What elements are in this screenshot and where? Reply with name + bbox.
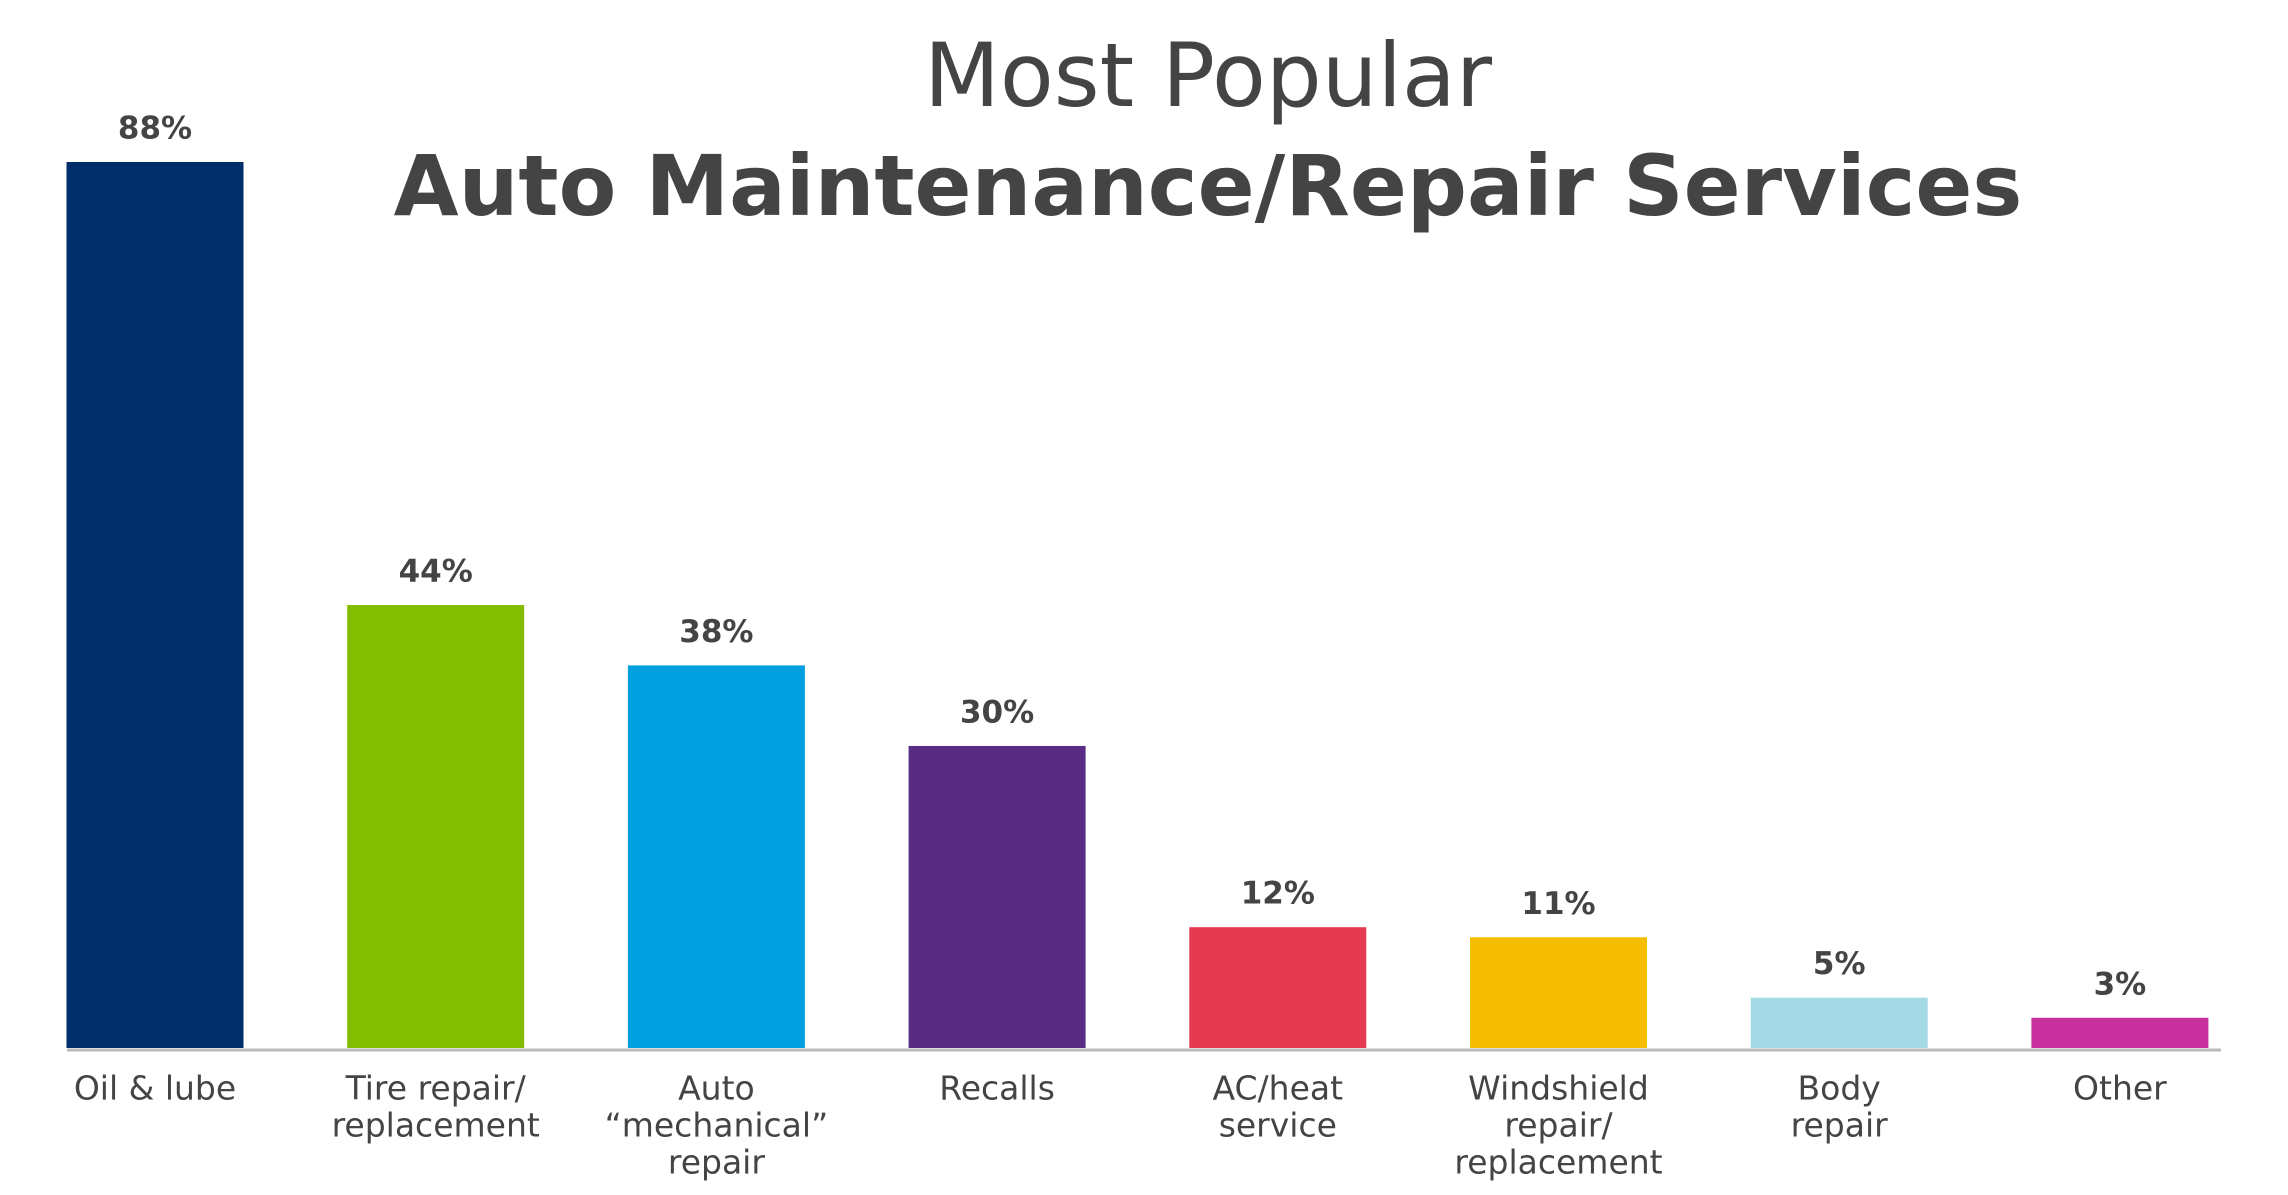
bar [908, 745, 1086, 1048]
x-tick-label: repair [668, 1143, 765, 1182]
bar [1750, 997, 1928, 1048]
bar [627, 665, 805, 1048]
value-label: 3% [2094, 966, 2147, 1002]
x-tick-label: “mechanical” [605, 1106, 829, 1145]
x-tick-label: Auto [678, 1069, 755, 1108]
value-label: 12% [1241, 876, 1315, 912]
x-tick-label: Recalls [939, 1069, 1055, 1108]
value-label: 38% [679, 614, 753, 650]
value-label: 88% [118, 111, 192, 147]
value-label: 44% [399, 554, 473, 590]
x-tick-label: Windshield [1468, 1069, 1649, 1108]
x-tick-label: repair/ [1504, 1106, 1613, 1145]
x-tick-label: Other [2073, 1069, 2167, 1108]
x-tick-label: Oil & lube [74, 1069, 236, 1108]
bar [1189, 927, 1367, 1048]
x-tick-label: service [1219, 1106, 1337, 1145]
x-tick-label: repair [1791, 1106, 1888, 1145]
value-label: 30% [960, 694, 1034, 730]
chart-subtitle: Auto Maintenance/Repair Services [394, 137, 2023, 235]
x-tick-label: Tire repair/ [345, 1069, 527, 1108]
x-tick-label: replacement [332, 1106, 540, 1145]
value-label: 11% [1521, 886, 1595, 922]
chart-title: Most Popular [924, 24, 1493, 127]
x-tick-label: replacement [1454, 1143, 1662, 1182]
x-tick-label: AC/heat [1213, 1069, 1344, 1108]
bar [347, 605, 525, 1048]
bar [2031, 1017, 2209, 1048]
value-label: 5% [1813, 946, 1866, 982]
x-tick-label: Body [1798, 1069, 1881, 1108]
bar [66, 162, 244, 1048]
bar [1470, 937, 1647, 1048]
